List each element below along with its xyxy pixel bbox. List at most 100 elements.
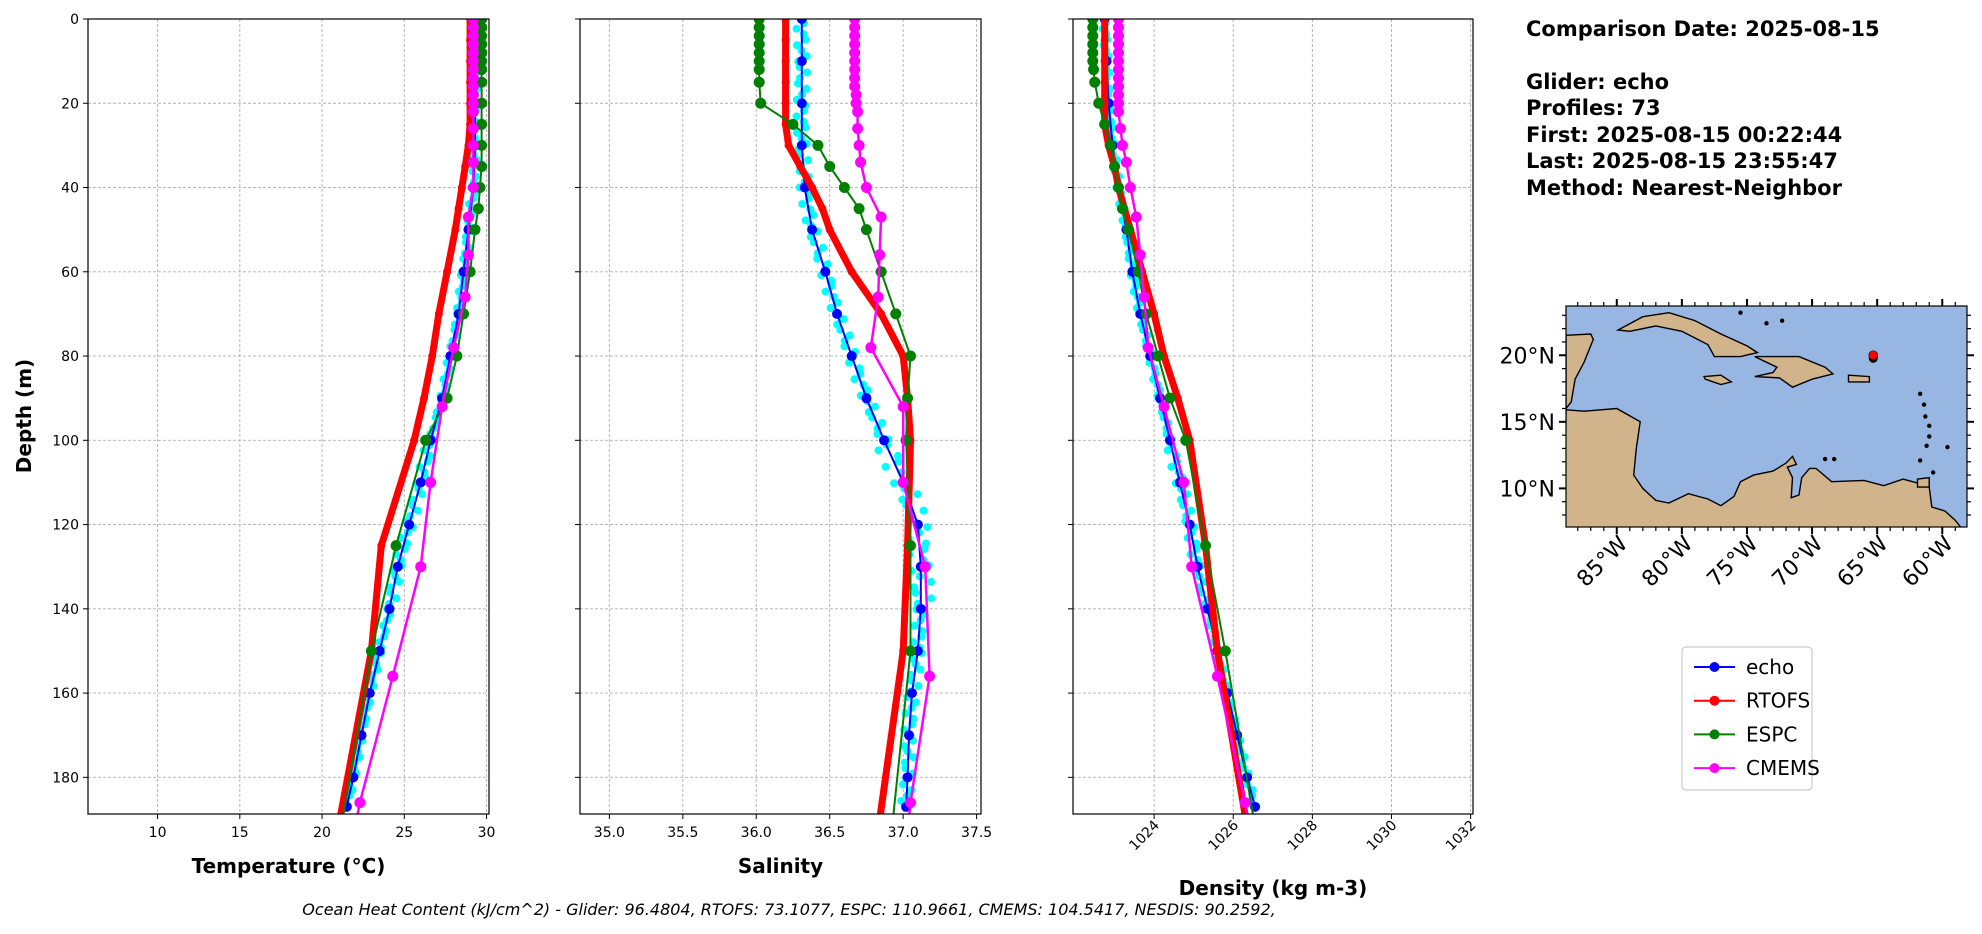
espc-sal-point	[904, 645, 916, 657]
echo-sal-line	[800, 19, 922, 807]
cmems-dens-point	[1112, 64, 1124, 76]
legend-rtofs-marker	[1709, 695, 1720, 706]
x-tick-label: 36.5	[814, 825, 845, 841]
raw-glider-point	[418, 490, 427, 499]
x-tick-label: 35.0	[594, 825, 625, 841]
x-tick-label: 37.5	[961, 825, 992, 841]
espc-temp-point	[476, 64, 488, 76]
espc-dens-point	[1087, 47, 1099, 59]
echo-sal-point	[820, 266, 831, 277]
echo-sal-point	[904, 730, 915, 741]
longitude-label: 60°W	[1898, 531, 1959, 592]
island	[1930, 470, 1936, 475]
raw-glider-point	[1187, 506, 1196, 515]
axes-frame	[579, 18, 982, 815]
cmems-temp-point	[467, 47, 479, 59]
cmems-dens-point	[1211, 670, 1223, 682]
espc-sal-point	[824, 160, 836, 172]
temperature-panel: 10 15 20 25 30 0 20 40 60 80 100 120 140 160 180 Temper…	[52, 12, 495, 878]
espc-dens-point	[1087, 21, 1099, 33]
cmems-sal-point	[849, 38, 861, 50]
espc-dens-point	[1088, 64, 1100, 76]
raw-glider-point	[910, 621, 919, 630]
cmems-temp-point	[467, 64, 479, 76]
rtofs-sal-point	[781, 120, 790, 129]
x-tick-label: 1026	[1206, 817, 1243, 854]
raw-glider-point	[802, 84, 811, 93]
island	[1924, 443, 1929, 448]
cmems-temp-point	[415, 561, 427, 573]
espc-sal-point	[753, 47, 765, 59]
espc-temp-point	[476, 30, 488, 42]
raw-glider-point	[915, 572, 924, 581]
land-central-south-america	[1566, 407, 1962, 527]
cmems-temp-point	[467, 182, 479, 194]
cmems-dens-point	[1120, 156, 1132, 168]
rtofs-sal-point	[899, 352, 908, 361]
cmems-dens-point	[1112, 30, 1124, 42]
espc-temp-point	[476, 139, 488, 151]
espc-sal-point	[753, 38, 765, 50]
echo-temp-point	[392, 561, 403, 572]
cmems-temp-point	[467, 38, 479, 50]
raw-glider-point	[919, 506, 928, 515]
x-tick-label: 20	[313, 825, 331, 841]
echo-sal-point	[796, 98, 807, 109]
land-cuba	[1615, 311, 1760, 358]
cmems-sal-point	[872, 291, 884, 303]
cmems-dens-point	[1142, 342, 1154, 354]
cmems-dens-point	[1112, 89, 1124, 101]
y-tick-label: 60	[61, 265, 79, 281]
echo-sal-point	[915, 603, 926, 614]
y-tick-label: 180	[52, 770, 79, 786]
cmems-sal-point	[852, 123, 864, 135]
raw-glider-point	[899, 780, 908, 789]
cmems-sal-point	[849, 55, 861, 67]
espc-temp-point	[472, 203, 484, 215]
cmems-temp-point	[459, 291, 471, 303]
espc-dens-point	[1087, 38, 1099, 50]
raw-glider-point	[920, 545, 929, 553]
island	[1738, 310, 1743, 315]
legend-cmems-label: CMEMS	[1746, 756, 1820, 780]
raw-glider-point	[813, 254, 822, 263]
raw-glider-point	[914, 681, 923, 690]
rtofs-sal-point	[825, 225, 834, 234]
echo-sal-point	[807, 224, 818, 235]
raw-glider-point	[1167, 462, 1176, 471]
comparison-date: Comparison Date: 2025-08-15	[1526, 17, 1880, 41]
espc-sal-point	[860, 224, 872, 236]
y-tick-label: 160	[52, 686, 79, 702]
espc-dens-point	[1089, 76, 1101, 88]
raw-glider-point	[801, 216, 810, 225]
cmems-dens-point	[1112, 21, 1124, 33]
cmems-temp-point	[387, 670, 399, 682]
legend-echo-label: echo	[1746, 655, 1794, 679]
rtofs-temp-point	[457, 183, 466, 192]
raw-glider-point	[839, 314, 848, 323]
cmems-sal-point	[849, 21, 861, 33]
cmems-dens-point	[1130, 211, 1142, 223]
cmems-dens-point	[1112, 106, 1124, 118]
echo-sal-point	[796, 19, 807, 24]
cmems-sal-line	[853, 19, 931, 814]
espc-sal-point	[853, 203, 865, 215]
espc-dens-point	[1152, 350, 1164, 362]
island	[1779, 318, 1785, 323]
cmems-sal-point	[924, 670, 936, 682]
y-tick-label: 0	[70, 12, 79, 28]
espc-dens-point	[1200, 540, 1212, 552]
cmems-temp-point	[425, 476, 437, 488]
cmems-sal-point	[850, 97, 862, 109]
espc-dens-point	[1105, 139, 1117, 151]
raw-glider-point	[804, 156, 813, 165]
espc-temp-point	[476, 21, 488, 33]
glider-location-marker	[1868, 350, 1879, 361]
rtofs-temp-point	[461, 162, 470, 171]
first-time: First: 2025-08-15 00:22:44	[1526, 123, 1842, 147]
rtofs-dens-point	[1213, 646, 1222, 655]
land-trinidad	[1916, 476, 1930, 488]
echo-sal-point	[861, 393, 872, 404]
raw-glider-point	[392, 594, 401, 603]
